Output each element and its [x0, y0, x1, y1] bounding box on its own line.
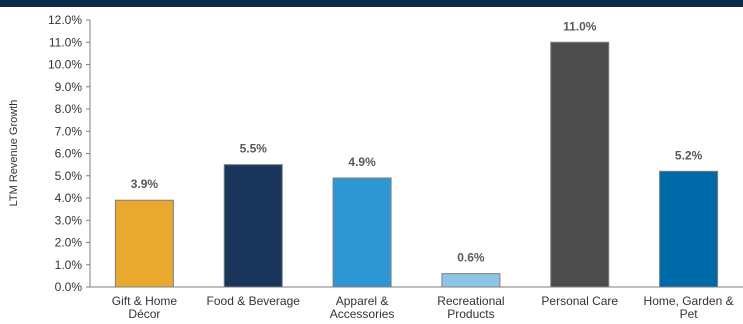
data-labels: 3.9% 5.5% 4.9% 0.6% 11.0% 5.2% — [131, 19, 703, 264]
y-tick-label: 5.0% — [55, 169, 83, 183]
y-tick-label: 2.0% — [55, 236, 83, 250]
y-axis-ticks: 0.0% 1.0% 2.0% 3.0% 4.0% 5.0% 6.0% 7.0% 8.0% 9.0%… — [48, 13, 90, 294]
bar — [659, 170, 719, 288]
bar — [114, 199, 174, 288]
y-tick-label: 10.0% — [48, 58, 82, 72]
bar-value-label: 3.9% — [131, 177, 159, 191]
bars — [114, 41, 719, 288]
category-label: Gift & Home Décor — [112, 294, 178, 321]
top-banner-bar — [0, 0, 743, 7]
y-tick-label: 11.0% — [49, 35, 82, 49]
bar — [223, 164, 283, 288]
bar-value-label: 0.6% — [457, 251, 485, 265]
y-tick-label: 0.0% — [55, 280, 83, 294]
category-label: Recreational Products — [437, 294, 504, 321]
bar-value-label: 11.0% — [563, 19, 597, 33]
y-tick-label: 7.0% — [55, 124, 83, 138]
y-tick-label: 12.0% — [48, 13, 82, 27]
y-tick-label: 8.0% — [55, 102, 83, 116]
y-tick-label: 1.0% — [55, 258, 83, 272]
category-label: Personal Care — [541, 294, 618, 308]
y-tick-label: 9.0% — [55, 80, 83, 94]
bar — [332, 177, 392, 288]
bar-value-label: 5.2% — [675, 148, 703, 162]
y-tick-label: 6.0% — [55, 147, 83, 161]
y-tick-label: 4.0% — [55, 191, 83, 205]
bar-value-label: 4.9% — [348, 155, 376, 169]
y-tick-label: 3.0% — [55, 213, 83, 227]
bar — [441, 273, 501, 288]
bar — [550, 41, 610, 288]
y-axis-title: LTM Revenue Growth — [8, 100, 20, 207]
category-label: Apparel & Accessories — [330, 294, 395, 321]
bar-value-label: 5.5% — [240, 142, 268, 156]
category-label: Food & Beverage — [207, 294, 301, 308]
category-labels: Gift & Home Décor Food & Beverage Apparel &… — [112, 294, 734, 321]
category-label: Home, Garden & Pet — [644, 294, 734, 321]
